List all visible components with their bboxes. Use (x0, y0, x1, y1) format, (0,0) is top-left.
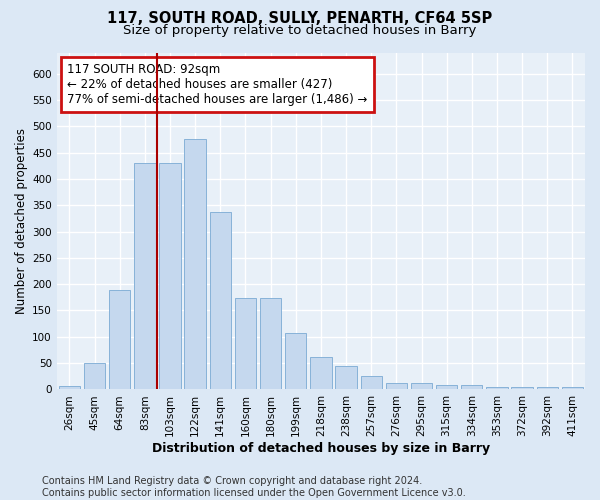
Bar (411, 383, 432, 390)
Bar (59, 386, 80, 390)
Text: 117 SOUTH ROAD: 92sqm
← 22% of detached houses are smaller (427)
77% of semi-det: 117 SOUTH ROAD: 92sqm ← 22% of detached … (67, 62, 368, 106)
Bar (486, 387, 508, 390)
Y-axis label: Number of detached properties: Number of detached properties (15, 128, 28, 314)
Bar (461, 385, 482, 390)
Bar (235, 298, 256, 390)
Bar (386, 383, 407, 390)
Bar (159, 163, 181, 390)
Bar (335, 366, 357, 390)
Bar (84, 363, 105, 390)
Bar (436, 384, 457, 390)
Bar (260, 298, 281, 390)
Bar (536, 387, 558, 390)
Bar (361, 376, 382, 390)
Text: Size of property relative to detached houses in Barry: Size of property relative to detached ho… (124, 24, 476, 37)
Bar (310, 357, 332, 390)
Text: 117, SOUTH ROAD, SULLY, PENARTH, CF64 5SP: 117, SOUTH ROAD, SULLY, PENARTH, CF64 5S… (107, 11, 493, 26)
Bar (285, 333, 307, 390)
Bar (209, 212, 231, 390)
Bar (511, 387, 533, 390)
Text: Contains HM Land Registry data © Crown copyright and database right 2024.
Contai: Contains HM Land Registry data © Crown c… (42, 476, 466, 498)
Bar (134, 163, 155, 390)
Bar (109, 290, 130, 390)
Bar (184, 139, 206, 390)
Bar (562, 387, 583, 390)
X-axis label: Distribution of detached houses by size in Barry: Distribution of detached houses by size … (152, 442, 490, 455)
